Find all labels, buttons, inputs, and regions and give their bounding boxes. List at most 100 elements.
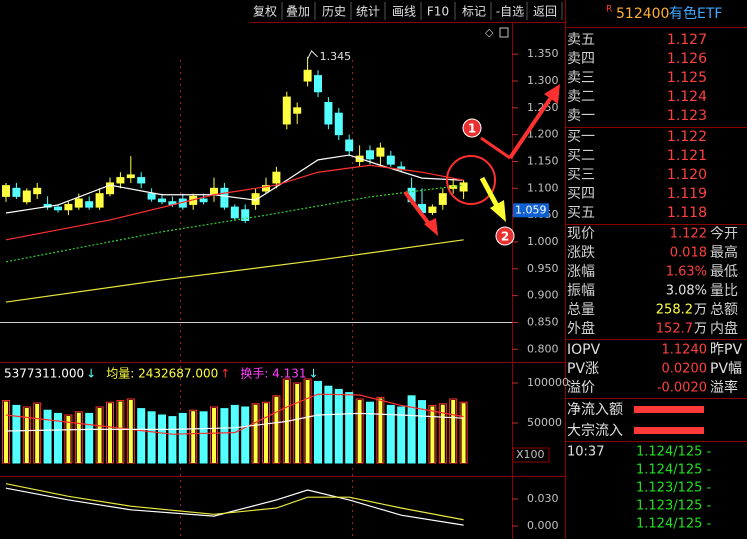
order-label: 卖一 bbox=[567, 108, 595, 124]
volume-info: ↓ bbox=[86, 367, 96, 381]
stat-value: 152.7 bbox=[656, 322, 693, 337]
stat-label-2: 最高 bbox=[710, 244, 738, 261]
line-series bbox=[5, 412, 464, 432]
candle-body bbox=[241, 209, 250, 222]
volume-info: 换手: 4.131 bbox=[240, 367, 306, 381]
volume-bar bbox=[178, 412, 187, 464]
stat-label-2: 总额 bbox=[710, 302, 738, 318]
volume-bar bbox=[386, 404, 395, 464]
stat-label: 总量 bbox=[567, 302, 595, 318]
trade-row: 1.124/125 - bbox=[636, 517, 712, 532]
toolbar-button[interactable]: 历史 bbox=[322, 5, 346, 19]
name: 有色ETF bbox=[669, 5, 722, 22]
line-series bbox=[5, 393, 464, 435]
stat-label: 现价 bbox=[567, 226, 595, 242]
toolbar-button[interactable]: 叠加 bbox=[286, 5, 310, 19]
stat-label-2: 最低 bbox=[710, 264, 738, 280]
volume-bar bbox=[418, 400, 426, 464]
volume-bar-fill bbox=[24, 408, 29, 463]
volume-bar-fill bbox=[35, 404, 40, 463]
order-price: 1.127 bbox=[667, 32, 707, 48]
toolbar-button[interactable]: 复权 bbox=[253, 5, 277, 19]
trade-row: 1.123/125 - bbox=[636, 499, 712, 514]
candle-body bbox=[137, 177, 146, 184]
volume-bar-fill bbox=[66, 416, 71, 463]
y-tick-label: 1.300 bbox=[527, 74, 559, 87]
y-tick-label: 0.030 bbox=[527, 492, 559, 505]
toolbar-button[interactable]: 标记 bbox=[462, 5, 486, 19]
candle-body bbox=[158, 198, 166, 203]
y-tick-label: 1.200 bbox=[527, 128, 559, 141]
order-label: 买四 bbox=[567, 186, 595, 202]
volume-bar bbox=[314, 380, 322, 464]
candle-body bbox=[33, 187, 42, 195]
volume-bar bbox=[220, 408, 229, 464]
y-tick-label: 0.950 bbox=[527, 262, 559, 275]
candle-body bbox=[272, 171, 281, 184]
arrowhead bbox=[424, 218, 438, 236]
candle-body bbox=[12, 187, 21, 197]
last-price-box bbox=[513, 203, 549, 218]
y-tick-label: 0.900 bbox=[527, 289, 559, 302]
line-series bbox=[5, 487, 464, 526]
toolbar-button[interactable]: F10 bbox=[427, 5, 449, 19]
candle-body bbox=[210, 187, 218, 195]
arrowhead bbox=[544, 84, 560, 104]
stat-label: 外盘 bbox=[567, 320, 595, 337]
marker-circle bbox=[462, 118, 482, 138]
candle-body bbox=[282, 96, 291, 125]
iopv-value: -0.0020 bbox=[657, 381, 707, 396]
volume-info: 均量: 2432687.000 bbox=[106, 367, 218, 381]
candle-body bbox=[345, 139, 354, 152]
volume-bar bbox=[43, 409, 52, 464]
y-tick-label: 1.100 bbox=[527, 181, 559, 194]
order-label: 买三 bbox=[567, 167, 595, 183]
candle-body bbox=[293, 107, 302, 114]
volume-bar bbox=[54, 412, 62, 464]
volume-bar bbox=[147, 411, 156, 464]
iopv-value: 1.1240 bbox=[662, 343, 708, 358]
code: 512400 bbox=[616, 6, 669, 22]
order-label: 卖二 bbox=[567, 89, 595, 105]
y-tick-label: 100000 bbox=[527, 376, 569, 389]
toolbar-button[interactable]: 返回 bbox=[533, 5, 557, 19]
square-icon[interactable] bbox=[499, 27, 509, 38]
line-series bbox=[5, 483, 464, 521]
candle-body bbox=[428, 206, 437, 213]
candle-body bbox=[22, 190, 31, 203]
volume-bar-fill bbox=[295, 384, 300, 463]
diamond-icon[interactable]: ◇ bbox=[485, 26, 494, 39]
candle-body bbox=[2, 185, 10, 197]
unit-box bbox=[512, 447, 550, 463]
arrowhead bbox=[490, 200, 506, 222]
volume-bar bbox=[366, 401, 374, 464]
volume-info: ↑ bbox=[220, 367, 230, 381]
iopv-label-2: 昨PV bbox=[710, 342, 742, 358]
candle-body bbox=[85, 201, 94, 208]
toolbar-button[interactable]: 统计 bbox=[356, 5, 380, 19]
candle-body bbox=[376, 147, 385, 157]
volume-bar-fill bbox=[274, 396, 279, 463]
toolbar-button[interactable]: -自选 bbox=[496, 5, 524, 19]
candle-body bbox=[262, 185, 270, 192]
volume-bar bbox=[324, 385, 333, 464]
arrow bbox=[479, 176, 501, 210]
trade-row: 1.124/125 - bbox=[636, 445, 712, 460]
order-price: 1.123 bbox=[667, 108, 707, 124]
candle-body bbox=[220, 187, 229, 208]
candle-body bbox=[314, 75, 322, 93]
order-price: 1.118 bbox=[667, 205, 707, 221]
iopv-label-2: PV幅 bbox=[710, 361, 742, 377]
flow-label: 大宗流入 bbox=[567, 423, 623, 439]
volume-bar-fill bbox=[440, 404, 445, 463]
toolbar-button[interactable]: 画线 bbox=[392, 5, 416, 19]
volume-bar-fill bbox=[4, 401, 8, 463]
stat-value: 0.018 bbox=[670, 246, 707, 261]
y-tick-label: 0.800 bbox=[527, 342, 559, 355]
volume-bar-fill bbox=[461, 403, 466, 463]
candle-body bbox=[230, 206, 239, 219]
volume-bar bbox=[199, 411, 208, 464]
order-label: 买五 bbox=[567, 205, 595, 221]
order-label: 买二 bbox=[567, 148, 595, 164]
